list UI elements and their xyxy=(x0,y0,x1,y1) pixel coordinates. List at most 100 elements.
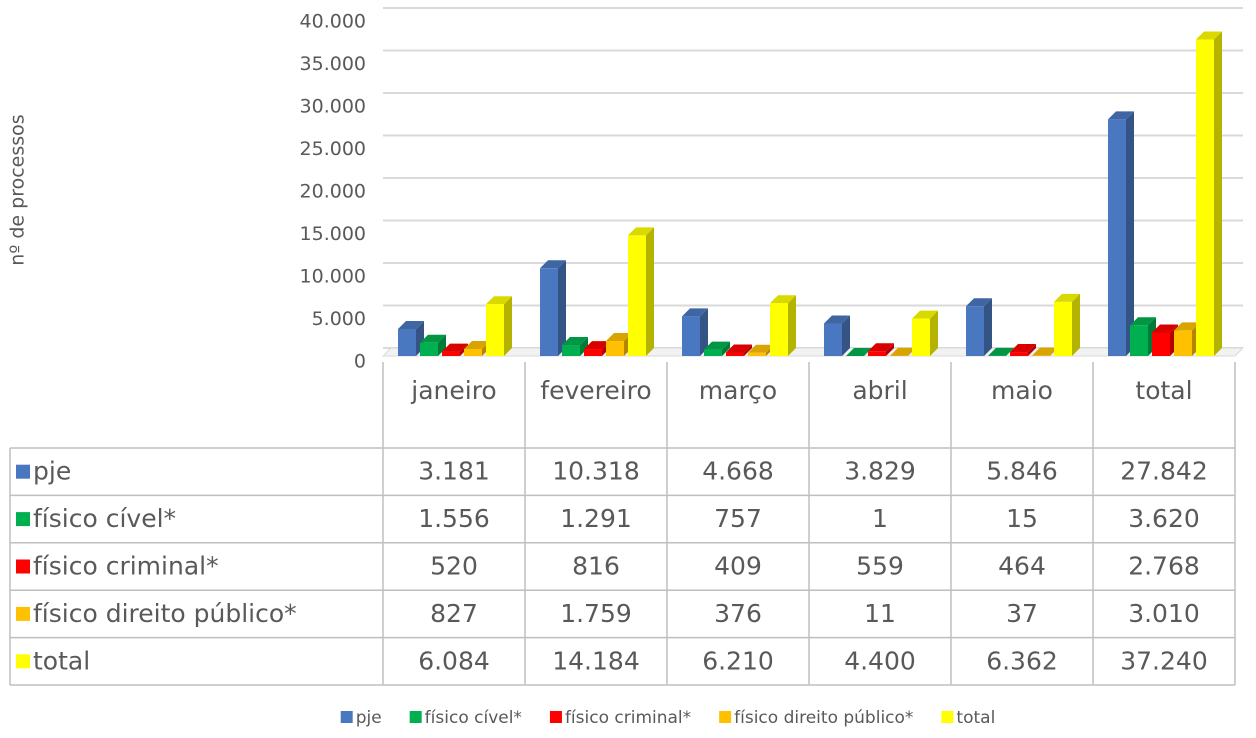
bar-side xyxy=(438,334,446,356)
category-label: janeiro xyxy=(410,376,496,405)
table-cell: 3.829 xyxy=(844,457,916,486)
bar xyxy=(770,303,788,356)
bar-side xyxy=(722,341,730,356)
bar-top xyxy=(1130,317,1156,326)
table-cell: 6.210 xyxy=(702,646,774,675)
category-label: total xyxy=(1135,376,1192,405)
table-cell: 1 xyxy=(872,504,888,533)
table-cell: 409 xyxy=(714,552,762,581)
bar-top xyxy=(562,337,588,346)
table-cell: 827 xyxy=(430,599,478,628)
table-cell: 4.668 xyxy=(702,457,774,486)
table-cell: 4.400 xyxy=(844,646,916,675)
bar-side xyxy=(580,337,588,356)
bar-top xyxy=(584,341,610,350)
bar xyxy=(748,352,766,356)
legend-label: pje xyxy=(356,708,382,728)
bar xyxy=(868,351,886,356)
bar-top xyxy=(628,227,654,236)
table-cell: 6.362 xyxy=(986,646,1058,675)
bar xyxy=(966,306,984,356)
row-label: físico cível* xyxy=(33,504,176,533)
table-cell: 6.084 xyxy=(418,646,490,675)
table-cell: 11 xyxy=(864,599,896,628)
bar-top xyxy=(1152,324,1178,333)
bar-top xyxy=(988,347,1014,356)
y-tick-label: 0 xyxy=(354,351,366,373)
category-label: fevereiro xyxy=(540,376,651,405)
bar xyxy=(606,341,624,356)
bar xyxy=(398,328,416,356)
table-cell: 1.291 xyxy=(560,504,632,533)
bar xyxy=(1010,352,1028,356)
bar-top xyxy=(966,298,992,307)
bar-top xyxy=(912,310,938,319)
bar-top xyxy=(1108,111,1134,120)
bar xyxy=(628,235,646,356)
legend-label: total xyxy=(956,708,995,728)
bar-top xyxy=(748,344,774,353)
bar-side xyxy=(1028,344,1036,356)
bar-side xyxy=(1126,111,1134,356)
bar xyxy=(824,323,842,356)
y-tick-label: 40.000 xyxy=(300,11,366,33)
bar-top xyxy=(1196,31,1222,40)
legend-label: físico direito público* xyxy=(734,708,913,728)
table-cell: 376 xyxy=(714,599,762,628)
table-cell: 5.846 xyxy=(986,457,1058,486)
table-cell: 27.842 xyxy=(1120,457,1207,486)
bar xyxy=(584,349,602,356)
bar xyxy=(1196,39,1214,357)
row-label: pje xyxy=(33,457,71,486)
bar xyxy=(486,304,504,356)
y-tick-label: 20.000 xyxy=(300,181,366,203)
bar-side xyxy=(930,310,938,356)
bar xyxy=(442,351,460,356)
table-cell: 757 xyxy=(714,504,762,533)
y-tick-label: 35.000 xyxy=(300,53,366,75)
bar xyxy=(562,345,580,356)
bar xyxy=(704,349,722,356)
legend-key xyxy=(409,711,422,723)
bar-top xyxy=(1174,322,1200,331)
bar-top xyxy=(726,344,752,353)
bar-side xyxy=(744,344,752,356)
bar xyxy=(1130,325,1148,356)
bar-top xyxy=(420,334,446,343)
bar xyxy=(1152,332,1170,356)
row-label: físico criminal* xyxy=(33,552,219,581)
table-cell: 3.620 xyxy=(1128,504,1200,533)
table-cell: 3.181 xyxy=(418,457,490,486)
bar xyxy=(726,352,744,356)
y-tick-label: 10.000 xyxy=(300,266,366,288)
bar xyxy=(1108,119,1126,356)
table-cell: 37 xyxy=(1006,599,1038,628)
category-label: maio xyxy=(991,376,1053,405)
legend-key xyxy=(16,464,30,479)
bar xyxy=(464,348,482,356)
bar-top xyxy=(704,341,730,350)
y-tick-label: 5.000 xyxy=(312,308,366,330)
bar-top xyxy=(824,315,850,324)
bar-top xyxy=(1010,344,1036,353)
bar-side xyxy=(1214,31,1222,357)
bar-side xyxy=(646,227,654,356)
table-cell: 559 xyxy=(856,552,904,581)
legend-key xyxy=(549,711,562,723)
bar-side xyxy=(1072,293,1080,356)
bar-side xyxy=(842,315,850,356)
bar-top xyxy=(606,333,632,342)
table-cell: 2.768 xyxy=(1128,552,1200,581)
bar xyxy=(1054,301,1072,356)
bar xyxy=(682,316,700,356)
legend-key xyxy=(16,654,30,669)
bar-top xyxy=(1054,293,1080,302)
bar-top xyxy=(846,347,872,356)
legend-key xyxy=(16,559,30,574)
table-cell: 464 xyxy=(998,552,1046,581)
bar-side xyxy=(700,308,708,356)
legend-key xyxy=(719,711,732,723)
bar xyxy=(420,342,438,356)
legend-key xyxy=(941,711,954,723)
table-cell: 37.240 xyxy=(1120,646,1207,675)
